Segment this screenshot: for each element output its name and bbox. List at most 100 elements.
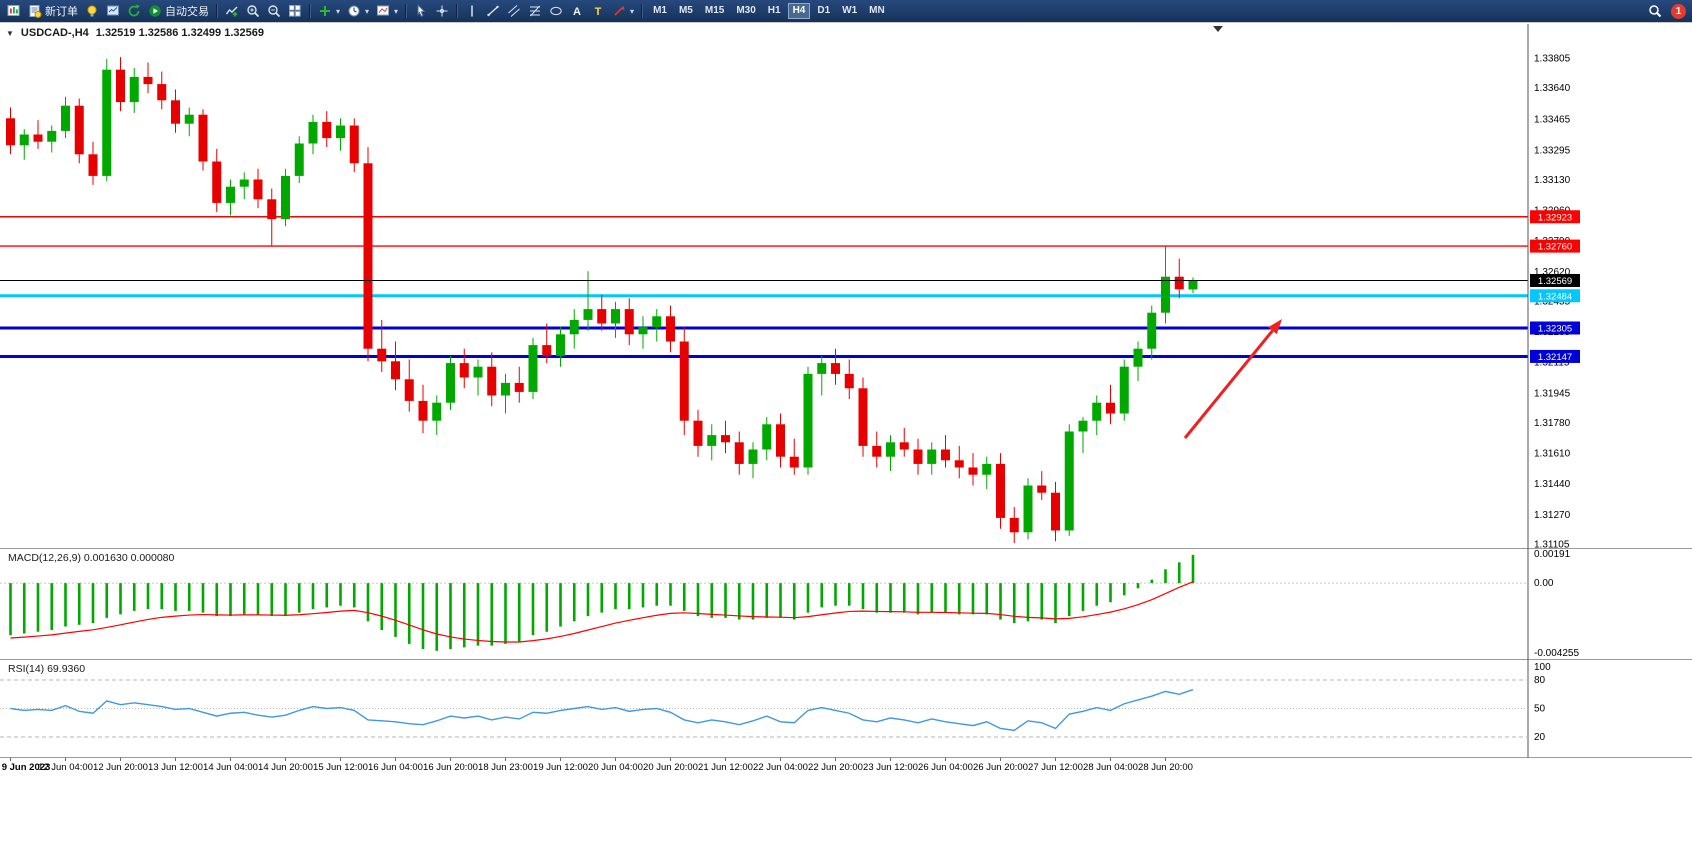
rsi-axis-label: 50 <box>1534 704 1546 715</box>
time-axis-label: 12 Jun 20:00 <box>93 762 148 773</box>
candle <box>116 57 125 112</box>
auto-trading-button[interactable]: 自动交易 <box>145 2 212 20</box>
price-axis-label: 1.31610 <box>1534 449 1571 460</box>
candle <box>239 172 249 200</box>
candle <box>349 118 359 173</box>
vertical-line-icon[interactable] <box>462 2 482 20</box>
indicators-icon[interactable] <box>222 2 242 20</box>
dropdown-caret-icon: ▾ <box>365 6 370 16</box>
timeframe-h1-button[interactable]: H1 <box>767 5 781 16</box>
candle <box>19 129 29 160</box>
candle <box>1133 341 1143 382</box>
candle <box>803 366 813 475</box>
candle <box>569 309 579 349</box>
templates-icon[interactable]: ▾ <box>373 2 401 20</box>
candle <box>817 355 827 396</box>
market-watch-icon[interactable] <box>103 2 123 20</box>
time-axis-label: 28 Jun 20:00 <box>1138 762 1193 773</box>
arrow-tools-icon[interactable]: ▾ <box>609 2 637 20</box>
ohlc-values: 1.32519 1.32586 1.32499 1.32569 <box>95 27 264 39</box>
timeframe-w1-button[interactable]: W1 <box>842 5 858 16</box>
timeframe-m15-button[interactable]: M15 <box>704 5 725 16</box>
add-indicator-icon[interactable]: ▾ <box>315 2 343 20</box>
macd-axis-label: -0.004255 <box>1534 648 1579 659</box>
candle <box>391 341 400 391</box>
candle <box>6 107 15 155</box>
candlestick-series <box>6 57 1198 544</box>
svg-text:1.32760: 1.32760 <box>1538 242 1572 253</box>
chart-shift-marker-icon[interactable] <box>1213 26 1223 32</box>
fibonacci-icon[interactable] <box>525 2 545 20</box>
search-icon[interactable] <box>1645 2 1665 20</box>
crosshair-icon[interactable] <box>432 2 452 20</box>
new-order-button[interactable]: 新订单 <box>25 2 81 20</box>
price-axis-label: 1.31945 <box>1534 388 1571 399</box>
shapes-icon[interactable] <box>546 2 566 20</box>
tile-windows-icon[interactable] <box>285 2 305 20</box>
macd-signal-line <box>10 581 1194 643</box>
candle <box>844 359 854 400</box>
candle <box>1161 246 1170 324</box>
auto-trading-label: 自动交易 <box>165 6 209 18</box>
timeframe-h4-button[interactable]: H4 <box>787 3 811 19</box>
periods-icon[interactable]: ▾ <box>344 2 372 20</box>
candle <box>1023 478 1033 540</box>
new-chart-icon[interactable] <box>4 2 24 20</box>
candle <box>528 337 538 400</box>
text-icon[interactable]: A <box>567 2 587 20</box>
candle <box>432 395 442 436</box>
candle <box>184 107 194 137</box>
timeframe-mn-button[interactable]: MN <box>869 5 885 16</box>
time-axis-label: 20 Jun 20:00 <box>643 762 698 773</box>
collapse-icon[interactable]: ▼ <box>6 28 14 38</box>
candle <box>954 445 964 479</box>
candle <box>872 431 882 468</box>
timeframe-m5-button[interactable]: M5 <box>678 5 693 16</box>
price-axis-label: 1.31440 <box>1534 479 1571 490</box>
cursor-icon[interactable] <box>411 2 431 20</box>
price-badge-1.32569: 1.32569 <box>1530 273 1580 287</box>
chart-window: ▼ USDCAD-,H4 1.32519 1.32586 1.32499 1.3… <box>0 22 1692 844</box>
candle <box>679 327 689 436</box>
svg-text:1.32147: 1.32147 <box>1538 352 1572 363</box>
symbol-label: USDCAD-,H4 <box>20 27 89 39</box>
candle <box>322 111 332 148</box>
rsi-panel: RSI(14) 69.9360 100 80 50 20 <box>0 662 1551 743</box>
refresh-icon[interactable] <box>124 2 144 20</box>
trendline-icon[interactable] <box>483 2 503 20</box>
tip-lightbulb-icon[interactable] <box>82 2 102 20</box>
text-label-icon[interactable]: T <box>588 2 608 20</box>
candle <box>707 424 717 461</box>
zoom-in-icon[interactable] <box>243 2 263 20</box>
time-axis-label: 26 Jun 20:00 <box>973 762 1028 773</box>
price-badge-1.32305: 1.32305 <box>1530 321 1580 335</box>
toolbar-separator <box>216 4 218 18</box>
timeframe-d1-button[interactable]: D1 <box>817 5 831 16</box>
candle <box>693 409 703 457</box>
svg-text:1.32305: 1.32305 <box>1538 324 1572 335</box>
chart-plot-area[interactable] <box>0 24 1528 549</box>
time-axis-label: 27 Jun 12:00 <box>1028 762 1083 773</box>
zoom-out-icon[interactable] <box>264 2 284 20</box>
candle <box>501 373 510 414</box>
equidistant-channel-icon[interactable] <box>504 2 524 20</box>
macd-panel: MACD(12,26,9) 0.001630 0.000080 0.00191 0.… <box>0 549 1579 659</box>
new-order-label: 新订单 <box>45 6 78 18</box>
chart-canvas[interactable]: 1.33805 1.33640 1.33465 1.33295 1.33130 1.329… <box>0 23 1692 844</box>
candle <box>762 417 772 461</box>
candle <box>171 89 180 133</box>
notification-badge[interactable]: 1 <box>1671 3 1686 19</box>
timeframe-m1-button[interactable]: M1 <box>653 5 667 16</box>
price-badge-1.32760: 1.32760 <box>1530 239 1580 253</box>
candle <box>583 271 593 331</box>
candle <box>267 188 277 247</box>
svg-text:1.32569: 1.32569 <box>1538 276 1572 287</box>
timeframe-m30-button[interactable]: M30 <box>736 5 756 16</box>
toolbar-separator <box>309 4 311 18</box>
candle <box>377 319 387 373</box>
candle <box>927 442 937 475</box>
candle <box>226 179 235 216</box>
candle <box>652 309 662 342</box>
candle <box>281 168 290 227</box>
trend-arrow-annotation[interactable] <box>1183 319 1282 439</box>
